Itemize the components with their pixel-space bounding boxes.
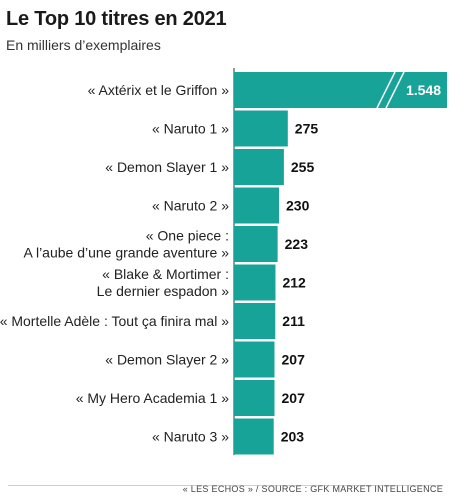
category-label: « Blake & Mortimer : bbox=[102, 266, 229, 282]
bar-value-label: 1.548 bbox=[406, 82, 441, 98]
bar-value-label: 230 bbox=[286, 198, 310, 214]
category-label: « Axtérix et le Griffon » bbox=[88, 82, 230, 98]
bar bbox=[234, 110, 288, 147]
category-label: « Naruto 3 » bbox=[152, 429, 229, 445]
bar bbox=[234, 187, 279, 224]
bar bbox=[234, 303, 276, 339]
bar-value-label: 207 bbox=[282, 352, 306, 368]
bar-value-label: 275 bbox=[295, 121, 319, 137]
bar-value-label: 207 bbox=[282, 390, 306, 406]
bar bbox=[234, 341, 275, 378]
bar-chart: 1.548 « Axtérix et le Griffon » 275 « Narut… bbox=[0, 68, 447, 455]
bar bbox=[234, 72, 447, 108]
bar bbox=[234, 226, 278, 262]
axis-break-mark bbox=[376, 71, 396, 109]
bar-value-label: 223 bbox=[285, 236, 309, 252]
bar bbox=[234, 149, 284, 185]
bottom-rule bbox=[8, 485, 443, 486]
source-note: « LES ECHOS » / SOURCE : GFK MARKET INTE… bbox=[182, 484, 443, 494]
category-label: « Naruto 2 » bbox=[152, 198, 229, 214]
axis-break-mark bbox=[385, 71, 405, 109]
bar bbox=[234, 264, 276, 301]
category-label: Le dernier espadon » bbox=[97, 283, 230, 299]
bar-value-label: 211 bbox=[282, 313, 305, 329]
category-label: « Demon Slayer 2 » bbox=[105, 352, 229, 368]
bar bbox=[234, 380, 275, 416]
chart-subtitle: En milliers d’exemplaires bbox=[6, 37, 161, 53]
category-label: « Demon Slayer 1 » bbox=[105, 159, 229, 175]
category-label: A l’aube d’une grande aventure » bbox=[24, 245, 230, 261]
category-label: « Naruto 1 » bbox=[152, 121, 229, 137]
bar-value-label: 203 bbox=[281, 429, 305, 445]
category-label: « Mortelle Adèle : Tout ça finira mal » bbox=[0, 313, 229, 329]
bar-value-label: 212 bbox=[282, 275, 306, 291]
bar-value-label: 255 bbox=[291, 159, 315, 175]
chart-title: Le Top 10 titres en 2021 bbox=[6, 8, 227, 30]
category-label: « My Hero Academia 1 » bbox=[76, 390, 230, 406]
category-label: « One piece : bbox=[146, 228, 229, 244]
bar bbox=[234, 418, 274, 455]
